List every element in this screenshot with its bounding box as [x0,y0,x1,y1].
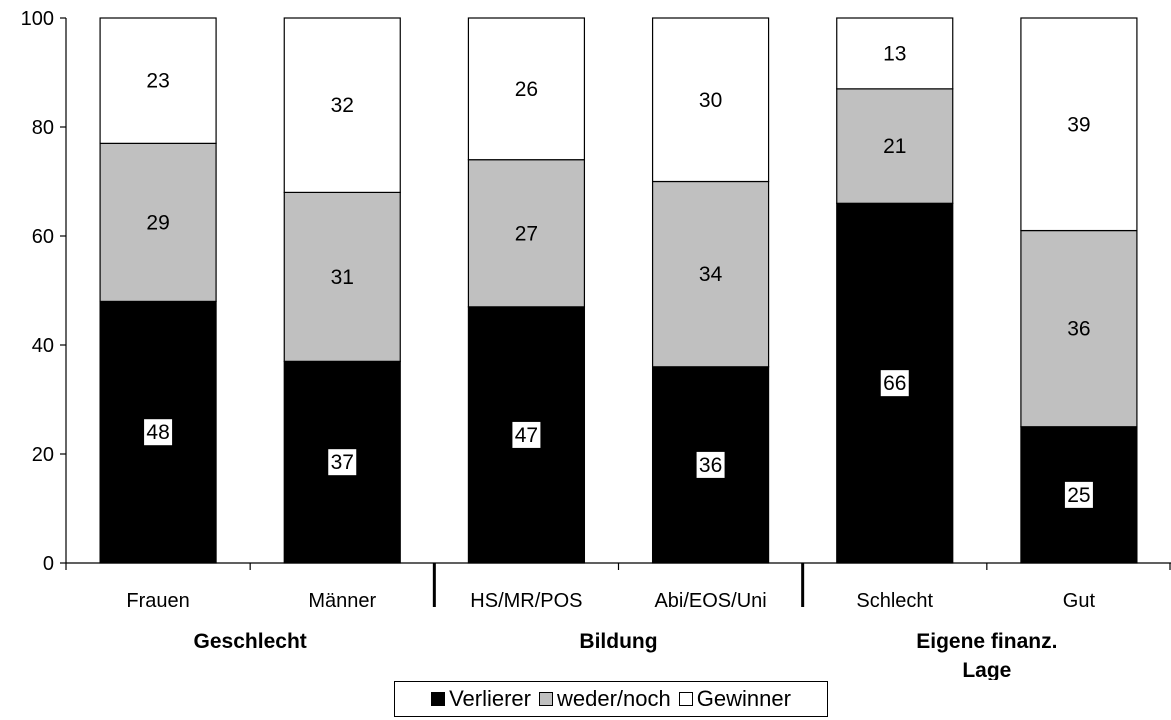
bar-gewinner-gut [1020,17,1138,232]
bars-layer [99,17,1138,564]
legend-label-verlierer: Verlierer [449,686,531,711]
data-label-weder-noch-hs-mr-pos: 27 [515,222,538,245]
x-tick-label-frauen: Frauen [126,590,189,612]
y-tick-label-20: 20 [32,444,54,466]
legend-label-gewinner: Gewinner [696,686,791,711]
data-label-verlierer-m-nner: 37 [331,451,354,474]
data-label-bg-verlierer-abi-eos-uni [696,451,725,478]
data-label-weder-noch-schlecht: 21 [883,135,906,158]
data-label-gewinner-m-nner: 32 [331,94,354,117]
y-tick-label-100: 100 [21,8,54,30]
data-label-bg-verlierer-schlecht [880,370,909,397]
x-tick-label-m-nner: Männer [308,590,376,612]
y-tick-label-80: 80 [32,117,54,139]
data-label-bg-verlierer-m-nner [328,449,357,476]
legend-label-weder-noch: weder/noch [557,686,671,711]
bar-weder-noch-hs-mr-pos [467,159,586,308]
y-tick-label-40: 40 [32,335,54,357]
labels-layer: 48 29 23 37 31 32 47 27 26 36 34 30 66 21 13 25 36 39 0 20 4… [21,8,1096,680]
group-label-geschlecht: Geschlecht [194,630,307,653]
bar-weder-noch-gut [1020,229,1138,428]
data-label-bg-verlierer-frauen [144,419,173,446]
legend-item-verlierer: Verlierer [431,686,531,712]
bar-weder-noch-frauen [99,142,217,303]
bar-gewinner-m-nner [283,17,401,193]
data-label-weder-noch-gut: 36 [1067,318,1090,341]
data-label-gewinner-frauen: 23 [146,70,169,93]
bar-weder-noch-abi-eos-uni [651,180,770,368]
x-tick-label-gut: Gut [1063,590,1096,612]
x-tick-label-hs-mr-pos: HS/MR/POS [470,590,582,612]
data-label-verlierer-hs-mr-pos: 47 [515,424,538,447]
bar-weder-noch-m-nner [283,191,401,362]
legend-item-gewinner: Gewinner [678,686,791,712]
data-label-verlierer-gut: 25 [1067,484,1090,507]
y-tick-label-0: 0 [43,553,54,575]
group-label-bildung: Bildung [579,630,657,653]
data-label-weder-noch-m-nner: 31 [331,266,354,289]
data-label-gewinner-gut: 39 [1067,113,1090,136]
legend-swatch-gewinner [678,692,693,706]
legend-item-weder-noch: weder/noch [539,686,671,712]
axes-layer [60,17,1171,607]
stacked-bar-chart: 48 29 23 37 31 32 47 27 26 36 34 30 66 21 13 25 36 39 0 20 4… [21,8,1171,680]
bar-gewinner-frauen [99,17,217,144]
bar-gewinner-abi-eos-uni [651,17,770,183]
data-label-gewinner-hs-mr-pos: 26 [515,78,538,101]
bar-gewinner-hs-mr-pos [467,17,586,161]
x-tick-label-abi-eos-uni: Abi/EOS/Uni [654,590,766,612]
group-label-eigene-finanz-lage: Eigene finanz. Lage [916,630,1057,680]
data-label-verlierer-frauen: 48 [146,421,169,444]
x-tick-label-schlecht: Schlecht [856,590,933,612]
bar-gewinner-schlecht [836,17,954,90]
y-tick-label-60: 60 [32,226,54,248]
data-label-verlierer-schlecht: 66 [883,372,906,395]
data-label-gewinner-abi-eos-uni: 30 [699,89,722,112]
data-label-gewinner-schlecht: 13 [883,42,906,65]
data-label-bg-verlierer-hs-mr-pos [512,421,541,448]
data-label-verlierer-abi-eos-uni: 36 [699,454,722,477]
data-label-weder-noch-abi-eos-uni: 34 [699,263,723,286]
legend-swatch-verlierer [431,692,446,706]
data-label-weder-noch-frauen: 29 [146,211,169,234]
data-label-bg-verlierer-gut [1064,481,1093,508]
legend-swatch-weder-noch [539,692,553,706]
legend: Verlierer weder/noch Gewinner [394,681,828,717]
